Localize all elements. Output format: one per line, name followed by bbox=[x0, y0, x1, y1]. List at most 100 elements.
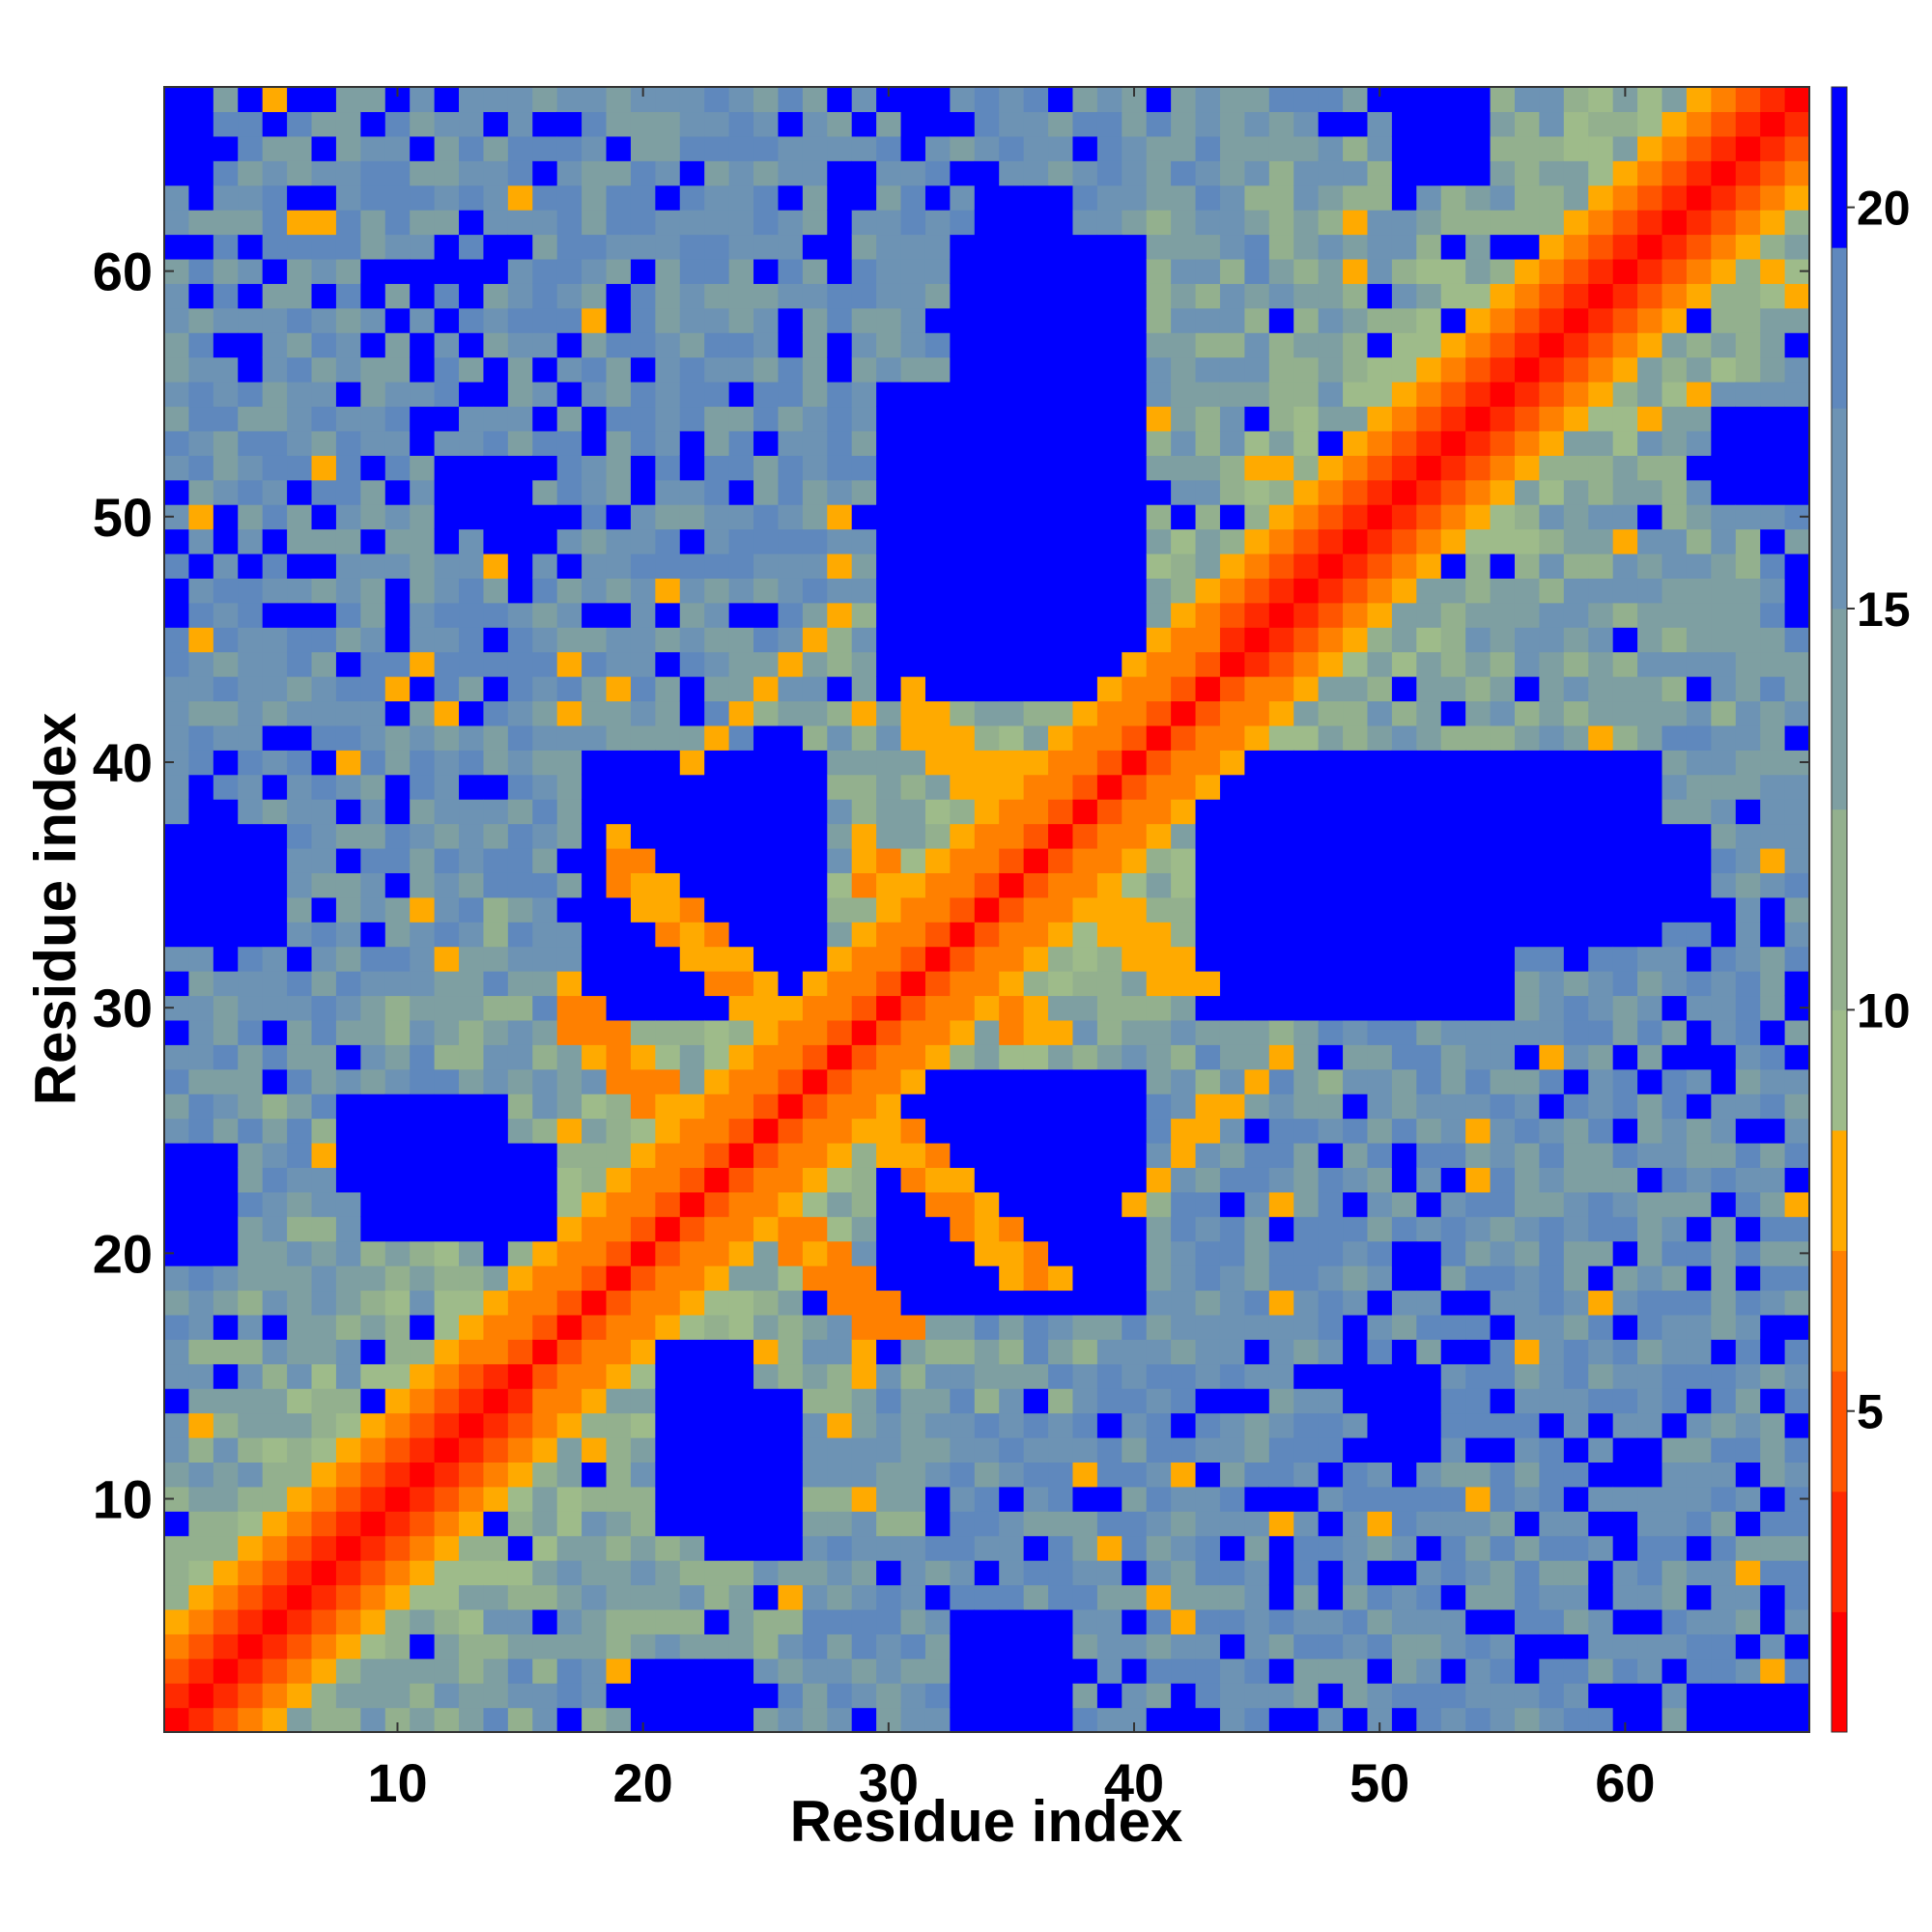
heatmap-cell bbox=[335, 700, 361, 726]
heatmap-cell bbox=[1588, 185, 1614, 211]
heatmap-cell bbox=[556, 1044, 582, 1070]
heatmap-cell bbox=[1023, 430, 1049, 456]
heatmap-cell bbox=[974, 676, 1000, 702]
heatmap-cell bbox=[1318, 382, 1344, 408]
heatmap-cell bbox=[1514, 87, 1541, 113]
heatmap-cell bbox=[188, 1339, 214, 1365]
heatmap-cell bbox=[1662, 1462, 1688, 1488]
heatmap-cell bbox=[1514, 553, 1541, 579]
heatmap-cell bbox=[287, 946, 313, 972]
heatmap-cell bbox=[483, 602, 509, 628]
heatmap-cell bbox=[1539, 1068, 1565, 1094]
heatmap-cell bbox=[704, 724, 730, 751]
heatmap-cell bbox=[1293, 234, 1320, 260]
heatmap-cell bbox=[1122, 1462, 1148, 1488]
heatmap-cell bbox=[1735, 1216, 1761, 1242]
heatmap-cell bbox=[1367, 135, 1393, 161]
heatmap-cell bbox=[410, 1118, 436, 1144]
heatmap-cell bbox=[1293, 1216, 1320, 1242]
heatmap-cell bbox=[1122, 210, 1148, 236]
heatmap-cell bbox=[188, 896, 214, 923]
heatmap-cell bbox=[753, 1290, 780, 1316]
heatmap-cell bbox=[876, 774, 902, 800]
heatmap-cell bbox=[876, 1634, 902, 1660]
heatmap-cell bbox=[655, 1068, 681, 1094]
heatmap-cell bbox=[188, 160, 214, 186]
heatmap-cell bbox=[1318, 332, 1344, 358]
heatmap-cell bbox=[728, 1191, 754, 1217]
heatmap-cell bbox=[1416, 823, 1442, 849]
heatmap-cell bbox=[778, 111, 804, 137]
heatmap-cell bbox=[1268, 160, 1294, 186]
heatmap-cell bbox=[1440, 750, 1466, 776]
heatmap-cell bbox=[655, 356, 681, 383]
heatmap-cell bbox=[287, 1511, 313, 1537]
heatmap-cell bbox=[1637, 700, 1663, 726]
heatmap-cell bbox=[778, 896, 804, 923]
heatmap-cell bbox=[753, 504, 780, 530]
heatmap-cell bbox=[1096, 1265, 1122, 1292]
heatmap-cell bbox=[778, 578, 804, 604]
heatmap-cell bbox=[1244, 578, 1270, 604]
heatmap-cell bbox=[1244, 1191, 1270, 1217]
heatmap-cell bbox=[1784, 872, 1810, 898]
heatmap-cell bbox=[1072, 1339, 1098, 1365]
heatmap-cell bbox=[311, 602, 337, 628]
heatmap-cell bbox=[213, 1240, 239, 1266]
heatmap-cell bbox=[1293, 382, 1320, 408]
heatmap-cell bbox=[1735, 1584, 1761, 1610]
heatmap-cell bbox=[360, 332, 386, 358]
heatmap-cell bbox=[532, 799, 558, 825]
heatmap-cell bbox=[1318, 1142, 1344, 1168]
heatmap-cell bbox=[1048, 799, 1074, 825]
heatmap-cell bbox=[483, 504, 509, 530]
heatmap-cell bbox=[802, 724, 828, 751]
heatmap-cell bbox=[1293, 651, 1320, 677]
heatmap-cell bbox=[876, 1683, 902, 1709]
heatmap-cell bbox=[311, 1436, 337, 1463]
heatmap-cell bbox=[483, 382, 509, 408]
heatmap-cell bbox=[606, 847, 632, 873]
heatmap-cell bbox=[876, 1560, 902, 1586]
heatmap-cell bbox=[827, 847, 853, 873]
heatmap-cell bbox=[679, 700, 705, 726]
heatmap-cell bbox=[384, 1683, 411, 1709]
heatmap-cell bbox=[924, 1634, 951, 1660]
heatmap-cell bbox=[1662, 676, 1688, 702]
heatmap-cell bbox=[213, 847, 239, 873]
heatmap-cell bbox=[213, 1265, 239, 1292]
heatmap-cell bbox=[1760, 578, 1786, 604]
heatmap-cell bbox=[1637, 258, 1663, 284]
heatmap-cell bbox=[1637, 1707, 1663, 1733]
heatmap-cell bbox=[1048, 700, 1074, 726]
heatmap-cell bbox=[1268, 356, 1294, 383]
heatmap-cell bbox=[335, 258, 361, 284]
heatmap-cell bbox=[213, 1486, 239, 1512]
heatmap-cell bbox=[1686, 135, 1712, 161]
heatmap-cell bbox=[1219, 1683, 1245, 1709]
heatmap-cell bbox=[1539, 553, 1565, 579]
heatmap-cell bbox=[556, 307, 582, 333]
heatmap-cell bbox=[335, 1436, 361, 1463]
heatmap-cell bbox=[1122, 382, 1148, 408]
heatmap-cell bbox=[1465, 872, 1492, 898]
heatmap-cell bbox=[238, 1118, 264, 1144]
heatmap-cell bbox=[802, 971, 828, 997]
heatmap-cell bbox=[1171, 896, 1197, 923]
heatmap-cell bbox=[1367, 1535, 1393, 1561]
heatmap-cell bbox=[1293, 1436, 1320, 1463]
heatmap-cell bbox=[1686, 1142, 1712, 1168]
heatmap-cell bbox=[311, 1068, 337, 1094]
heatmap-cell bbox=[1637, 774, 1663, 800]
heatmap-cell bbox=[238, 700, 264, 726]
heatmap-cell bbox=[606, 946, 632, 972]
heatmap-cell bbox=[335, 602, 361, 628]
heatmap-cell bbox=[1784, 676, 1810, 702]
heatmap-cell bbox=[1146, 1486, 1172, 1512]
heatmap-cell bbox=[1662, 602, 1688, 628]
heatmap-cell bbox=[1391, 528, 1417, 554]
heatmap-cell bbox=[1171, 750, 1197, 776]
heatmap-cell bbox=[606, 799, 632, 825]
heatmap-cell bbox=[410, 185, 436, 211]
heatmap-cell bbox=[1244, 651, 1270, 677]
